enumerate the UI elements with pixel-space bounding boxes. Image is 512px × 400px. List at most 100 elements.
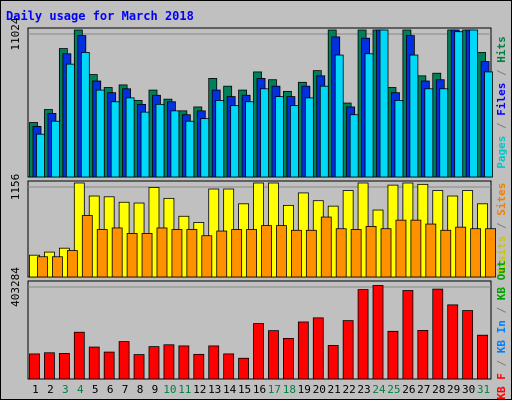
bar-kb-f <box>29 353 40 380</box>
bar-pages <box>290 105 299 178</box>
bar-sites <box>365 225 377 278</box>
bar-pages <box>215 100 225 178</box>
y-axis-max-label: 11024 <box>9 17 22 50</box>
bar-pages <box>110 101 120 178</box>
x-tick-label: 13 <box>208 383 221 396</box>
x-tick-label: 18 <box>283 383 296 396</box>
x-tick-label: 31 <box>477 383 490 396</box>
legend-entry: Pages <box>495 136 508 169</box>
bar-pages <box>394 100 404 178</box>
bar-sites <box>380 228 392 278</box>
legend-entry: / <box>495 300 508 320</box>
chart-panel-1: 11024 Pages / Files / Hits <box>9 17 508 178</box>
x-tick-label: 2 <box>47 383 54 396</box>
bar-kb-f <box>447 304 459 380</box>
bar-kb-f <box>58 353 70 380</box>
bar-pages <box>424 88 434 178</box>
legend-entry: Visits <box>495 236 508 276</box>
bar-sites <box>186 229 198 278</box>
bar-sites <box>291 229 302 278</box>
bar-pages <box>409 54 419 178</box>
legend-entry: KB Out <box>495 260 508 300</box>
x-tick-label: 29 <box>447 383 460 396</box>
bar-pages <box>185 120 195 178</box>
bar-pages <box>65 63 75 178</box>
bar-pages <box>349 114 359 178</box>
bar-sites <box>246 229 257 278</box>
bar-kb-f <box>193 353 205 380</box>
x-tick-label: 15 <box>238 383 251 396</box>
bar-sites <box>470 228 482 278</box>
bar-pages <box>51 120 60 178</box>
bar-pages <box>170 110 180 178</box>
bar-sites <box>37 256 48 278</box>
bar-kb-f <box>462 310 474 380</box>
bar-sites <box>96 229 108 278</box>
bar-kb-f <box>253 323 264 380</box>
legend-entry: KB F <box>495 373 508 399</box>
x-tick-label: 12 <box>193 383 206 396</box>
x-tick-label: 7 <box>122 383 129 396</box>
panel-legend: KB F / KB In / KB Out <box>495 260 508 399</box>
x-tick-label: 26 <box>402 383 415 396</box>
panel-legend: Visits / Sites <box>495 183 508 276</box>
bar-sites <box>111 227 123 278</box>
bar-sites <box>201 235 213 278</box>
bar-kb-f <box>477 334 488 380</box>
legend-entry: Sites <box>495 183 508 216</box>
x-tick-label: 6 <box>107 383 114 396</box>
bar-kb-f <box>118 341 130 380</box>
x-tick-label: 17 <box>268 383 281 396</box>
x-tick-label: 23 <box>357 383 370 396</box>
x-tick-label: 22 <box>342 383 355 396</box>
bar-sites <box>52 256 63 278</box>
bar-kb-f <box>402 290 414 380</box>
bar-kb-f <box>88 346 100 380</box>
x-tick-label: 16 <box>253 383 266 396</box>
legend-entry: / <box>495 116 508 136</box>
bar-sites <box>305 229 317 278</box>
bar-sites <box>335 228 347 278</box>
chart-title: Daily usage for March 2018 <box>6 9 194 23</box>
bar-kb-f <box>342 320 354 380</box>
legend-entry: / <box>495 63 508 83</box>
bar-pages <box>319 85 329 178</box>
legend-entry: / <box>495 353 508 373</box>
bar-sites <box>440 229 452 278</box>
legend-entry: Hits <box>495 36 508 63</box>
bar-sites <box>485 228 496 278</box>
bar-sites <box>126 233 138 278</box>
bar-sites <box>261 225 272 278</box>
x-tick-label: 30 <box>462 383 475 396</box>
bar-pages <box>454 31 464 178</box>
bar-sites <box>81 215 93 278</box>
bar-kb-f <box>148 346 160 380</box>
bar-kb-f <box>327 345 339 380</box>
x-tick-label: 25 <box>387 383 400 396</box>
bar-sites <box>156 227 168 278</box>
x-tick-label: 28 <box>432 383 445 396</box>
bar-sites <box>455 226 467 278</box>
bar-kb-f <box>432 288 444 380</box>
x-tick-label: 9 <box>152 383 159 396</box>
bar-pages <box>364 53 374 178</box>
bar-pages <box>125 97 135 178</box>
bar-sites <box>395 219 407 278</box>
bar-pages <box>230 105 240 178</box>
bar-pages <box>275 96 284 178</box>
bar-sites <box>276 225 287 278</box>
x-tick-label: 10 <box>163 383 176 396</box>
bar-kb-f <box>312 317 324 380</box>
bar-kb-f <box>297 321 309 380</box>
x-tick-label: 3 <box>62 383 69 396</box>
bar-pages <box>80 52 90 178</box>
y-axis-max-label: 1156 <box>9 174 22 201</box>
bar-pages <box>469 29 479 178</box>
bar-pages <box>334 54 344 178</box>
bar-kb-f <box>372 285 384 380</box>
bar-pages <box>140 111 150 178</box>
bar-kb-f <box>238 357 249 380</box>
x-tick-label: 8 <box>137 383 144 396</box>
bar-kb-f <box>357 289 369 380</box>
